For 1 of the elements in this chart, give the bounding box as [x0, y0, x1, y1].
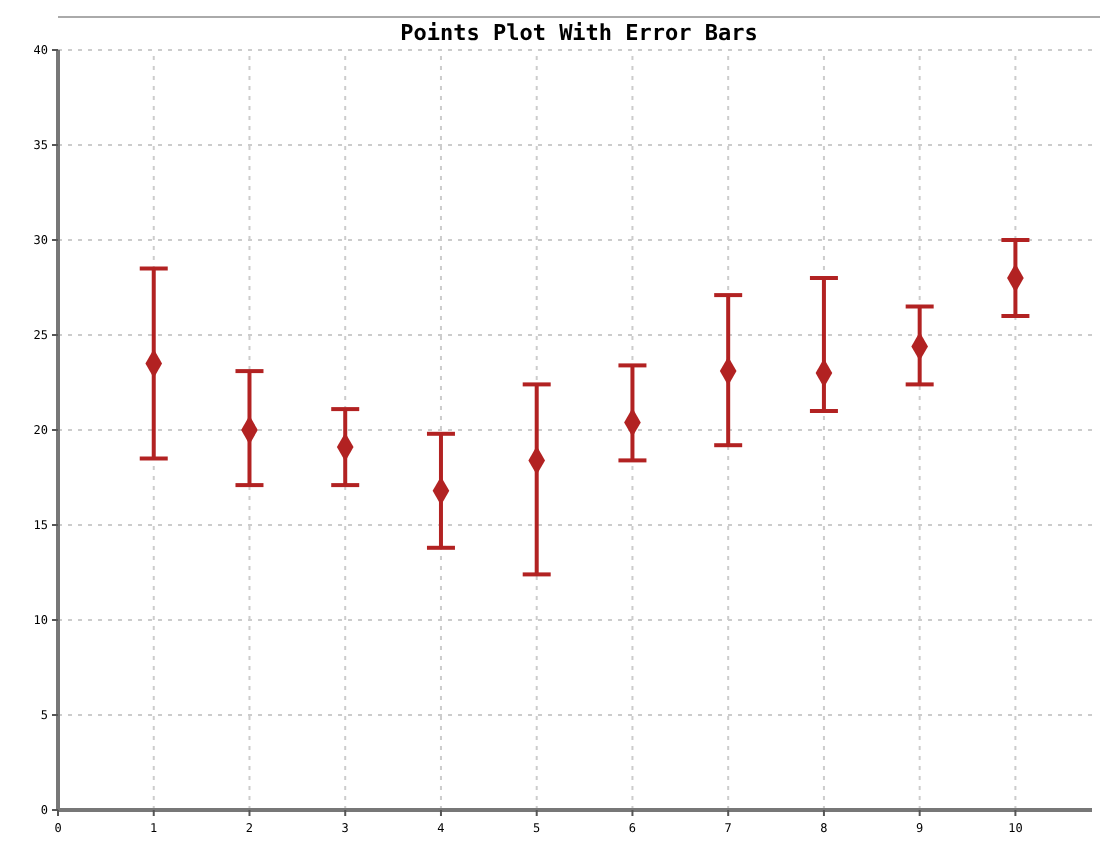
chart-title: Points Plot With Error Bars: [400, 20, 758, 46]
